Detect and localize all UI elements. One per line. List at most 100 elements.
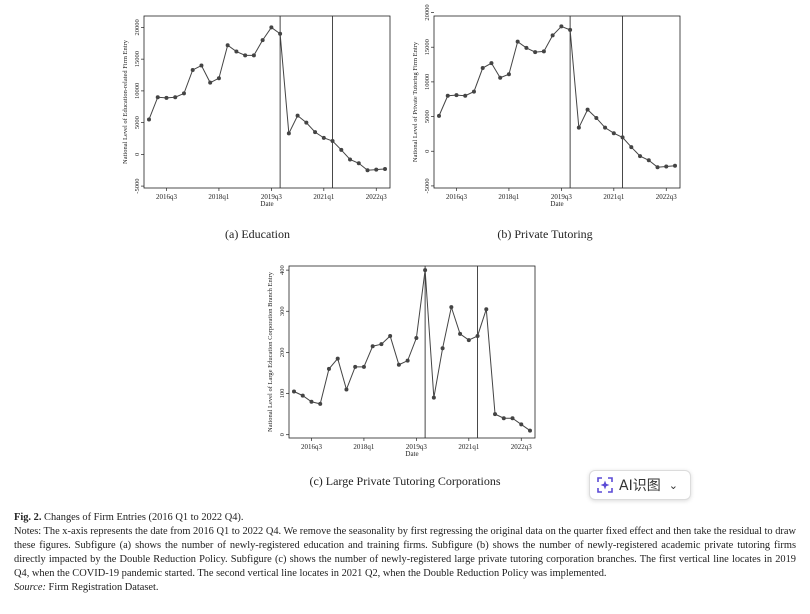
y-tick-label: 15000 xyxy=(134,51,141,67)
data-point xyxy=(568,27,573,32)
series-line xyxy=(438,25,676,168)
data-point xyxy=(576,125,581,130)
y-axis-label: National Level of Education-related Firm… xyxy=(122,39,129,164)
figure-caption-block: Fig. 2. Changes of Firm Entries (2016 Q1… xyxy=(14,511,796,594)
data-point xyxy=(524,45,529,50)
y-tick-label: 0 xyxy=(279,433,286,436)
data-point xyxy=(295,113,300,118)
data-point xyxy=(388,333,393,338)
data-point xyxy=(173,95,178,100)
data-point xyxy=(449,305,454,310)
figure-title: Changes of Firm Entries (2016 Q1 to 2022… xyxy=(44,512,244,523)
data-point xyxy=(321,135,326,140)
data-point xyxy=(414,336,419,341)
data-point xyxy=(326,366,331,371)
y-tick-label: 10000 xyxy=(424,74,431,90)
chevron-down-icon: ⌄ xyxy=(668,478,678,492)
plot-frame xyxy=(288,265,536,439)
data-point xyxy=(629,145,634,150)
x-tick-label: 2019q3 xyxy=(406,443,428,451)
data-point xyxy=(190,67,195,72)
y-axis-label: National Level of Large Education Corpor… xyxy=(267,271,274,432)
data-point xyxy=(431,395,436,400)
data-point xyxy=(365,168,370,173)
data-point xyxy=(313,130,318,135)
data-point xyxy=(330,139,335,144)
data-point xyxy=(489,61,494,66)
caption-private-tutoring: (b) Private Tutoring xyxy=(497,227,593,241)
data-point xyxy=(454,93,459,98)
data-point xyxy=(243,53,248,58)
data-point xyxy=(466,338,471,343)
data-point xyxy=(440,346,445,351)
data-point xyxy=(353,364,358,369)
data-point xyxy=(510,416,515,421)
x-tick-label: 2016q3 xyxy=(446,193,468,201)
data-point xyxy=(304,120,309,125)
data-point xyxy=(484,307,489,312)
data-point xyxy=(335,356,340,361)
y-axis-label: National Level of Private Tutoring Firm … xyxy=(412,41,419,162)
data-point xyxy=(620,135,625,140)
x-tick-label: 2022q3 xyxy=(656,193,678,201)
x-tick-label: 2016q3 xyxy=(301,443,323,451)
figure-notes: Notes: The x-axis represents the date fr… xyxy=(14,525,796,579)
series-line xyxy=(148,26,386,171)
y-tick-label: 100 xyxy=(279,389,286,399)
x-tick-label: 2021q1 xyxy=(313,193,335,201)
data-point xyxy=(458,331,463,336)
data-point xyxy=(541,49,546,54)
x-tick-label: 2019q3 xyxy=(551,193,573,201)
data-point xyxy=(480,66,485,71)
data-point xyxy=(370,344,375,349)
data-point xyxy=(611,131,616,136)
y-tick-label: 400 xyxy=(279,265,286,275)
ai-button-label: AI识图 xyxy=(619,478,661,494)
data-point xyxy=(533,50,538,55)
figure-label: Fig. 2. xyxy=(14,512,42,523)
data-point xyxy=(383,166,387,171)
chart-education: -5000 0 5000 10000 15000 20000 2016q3 2018q1 201… xyxy=(120,10,400,210)
y-tick-label: 10000 xyxy=(134,83,141,99)
chart-private-tutoring: -5000 0 5000 10000 15000 20000 2016q3 2018q1 201… xyxy=(410,4,690,210)
data-point xyxy=(550,33,555,38)
data-point xyxy=(356,161,361,166)
data-point xyxy=(234,49,239,54)
data-point xyxy=(559,24,564,29)
data-point xyxy=(147,117,151,122)
data-point xyxy=(278,31,283,36)
y-tick-label: 300 xyxy=(279,306,286,316)
x-tick-label: 2021q1 xyxy=(603,193,625,201)
data-point xyxy=(286,131,291,136)
figure-title-line: Fig. 2. Changes of Firm Entries (2016 Q1… xyxy=(14,511,796,525)
x-tick-label: 2022q3 xyxy=(366,193,388,201)
data-point xyxy=(493,412,498,417)
data-point xyxy=(603,125,608,130)
data-point xyxy=(638,154,643,159)
y-tick-label: 15000 xyxy=(424,39,431,55)
source-text: Firm Registration Dataset. xyxy=(48,581,159,593)
caption-large-corporations: (c) Large Private Tutoring Corporations xyxy=(309,474,501,488)
x-tick-label: 2019q3 xyxy=(261,193,283,201)
chart-large-corporations-svg: 0 100 200 300 400 2016q3 2018q1 2019q3 2021q1 202… xyxy=(267,265,536,458)
data-point xyxy=(498,75,503,80)
ai-image-recognition-button[interactable]: AI识图 ⌄ xyxy=(589,470,691,500)
data-point xyxy=(528,428,532,433)
data-point xyxy=(673,163,677,168)
data-point xyxy=(396,362,401,367)
data-point xyxy=(655,165,660,170)
data-point xyxy=(445,93,450,98)
caption-education: (a) Education xyxy=(225,227,290,241)
data-point xyxy=(471,89,476,94)
plot-frame xyxy=(433,15,681,189)
data-point xyxy=(318,401,323,406)
data-point xyxy=(216,76,221,81)
data-point xyxy=(300,393,305,398)
data-point xyxy=(339,147,344,152)
data-point xyxy=(374,167,379,172)
x-axis-label: Date xyxy=(260,200,273,208)
chart-education-svg: -5000 0 5000 10000 15000 20000 2016q3 2018q1 201… xyxy=(122,15,391,208)
data-point xyxy=(594,115,599,120)
data-point xyxy=(155,95,160,100)
figure-source-line: Source: Firm Registration Dataset. xyxy=(14,581,796,595)
